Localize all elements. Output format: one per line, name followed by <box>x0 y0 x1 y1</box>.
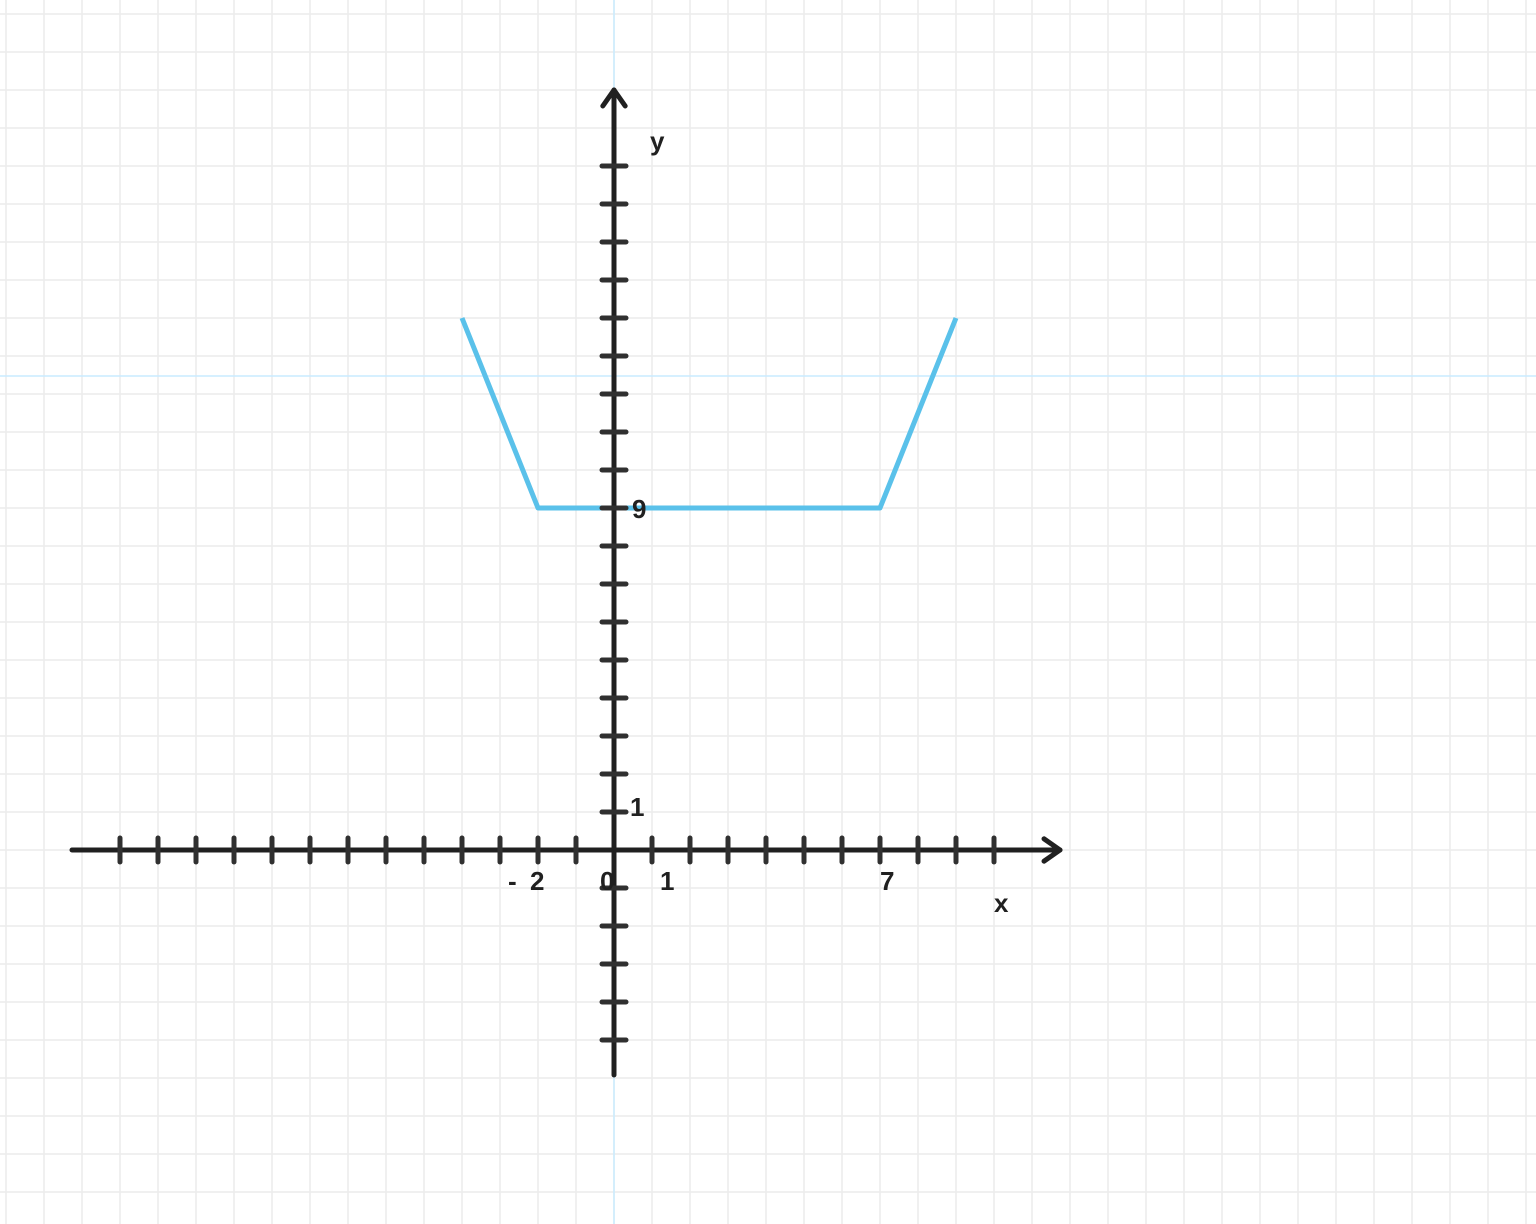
axis-label: y <box>650 126 665 156</box>
axis-label: 2 <box>530 866 544 896</box>
axis-label: 7 <box>880 866 894 896</box>
axis-label: 9 <box>632 494 646 524</box>
axis-label: - <box>508 866 517 896</box>
axis-label: 1 <box>630 792 644 822</box>
axis-label: x <box>994 888 1009 918</box>
axis-label: 1 <box>660 866 674 896</box>
coordinate-graph: x y 0 1 7 1 9 -2 <box>0 0 1536 1224</box>
axis-label: 0 <box>600 866 614 896</box>
